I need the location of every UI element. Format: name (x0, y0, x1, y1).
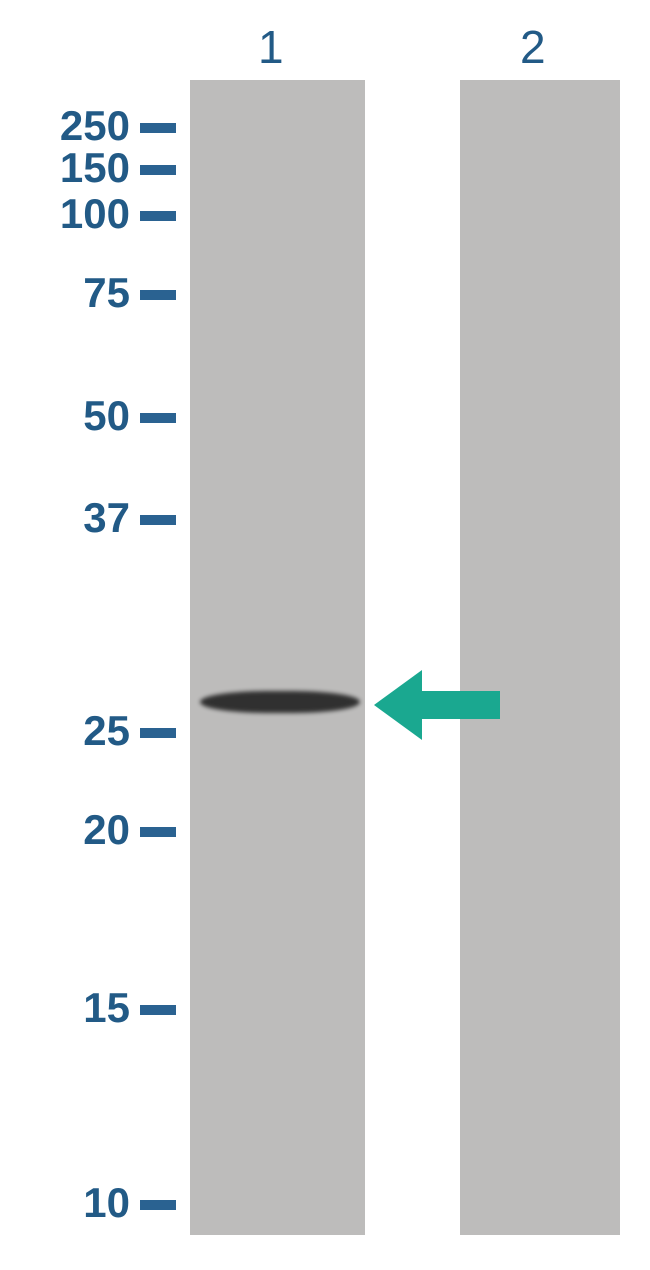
marker-label-250: 250 (60, 102, 130, 150)
marker-label-15: 15 (83, 984, 130, 1032)
marker-label-150: 150 (60, 144, 130, 192)
marker-label-10: 10 (83, 1179, 130, 1227)
arrow-head-icon (374, 670, 422, 740)
lane-label-2: 2 (520, 20, 546, 74)
marker-label-37: 37 (83, 494, 130, 542)
marker-label-100: 100 (60, 190, 130, 238)
marker-tick-75 (140, 290, 176, 300)
marker-label-50: 50 (83, 392, 130, 440)
marker-tick-15 (140, 1005, 176, 1015)
marker-tick-37 (140, 515, 176, 525)
marker-tick-150 (140, 165, 176, 175)
marker-tick-10 (140, 1200, 176, 1210)
protein-band-lane1 (200, 691, 360, 713)
marker-tick-25 (140, 728, 176, 738)
arrow-stem (422, 691, 500, 719)
lane-label-1: 1 (258, 20, 284, 74)
marker-tick-250 (140, 123, 176, 133)
marker-tick-50 (140, 413, 176, 423)
marker-label-75: 75 (83, 269, 130, 317)
marker-label-25: 25 (83, 707, 130, 755)
marker-label-20: 20 (83, 806, 130, 854)
lane-2 (460, 80, 620, 1235)
lane-1 (190, 80, 365, 1235)
western-blot-figure: 1 2 250150100 75 50 37 25 20 15 10 (0, 0, 650, 1270)
marker-tick-100 (140, 211, 176, 221)
marker-tick-20 (140, 827, 176, 837)
